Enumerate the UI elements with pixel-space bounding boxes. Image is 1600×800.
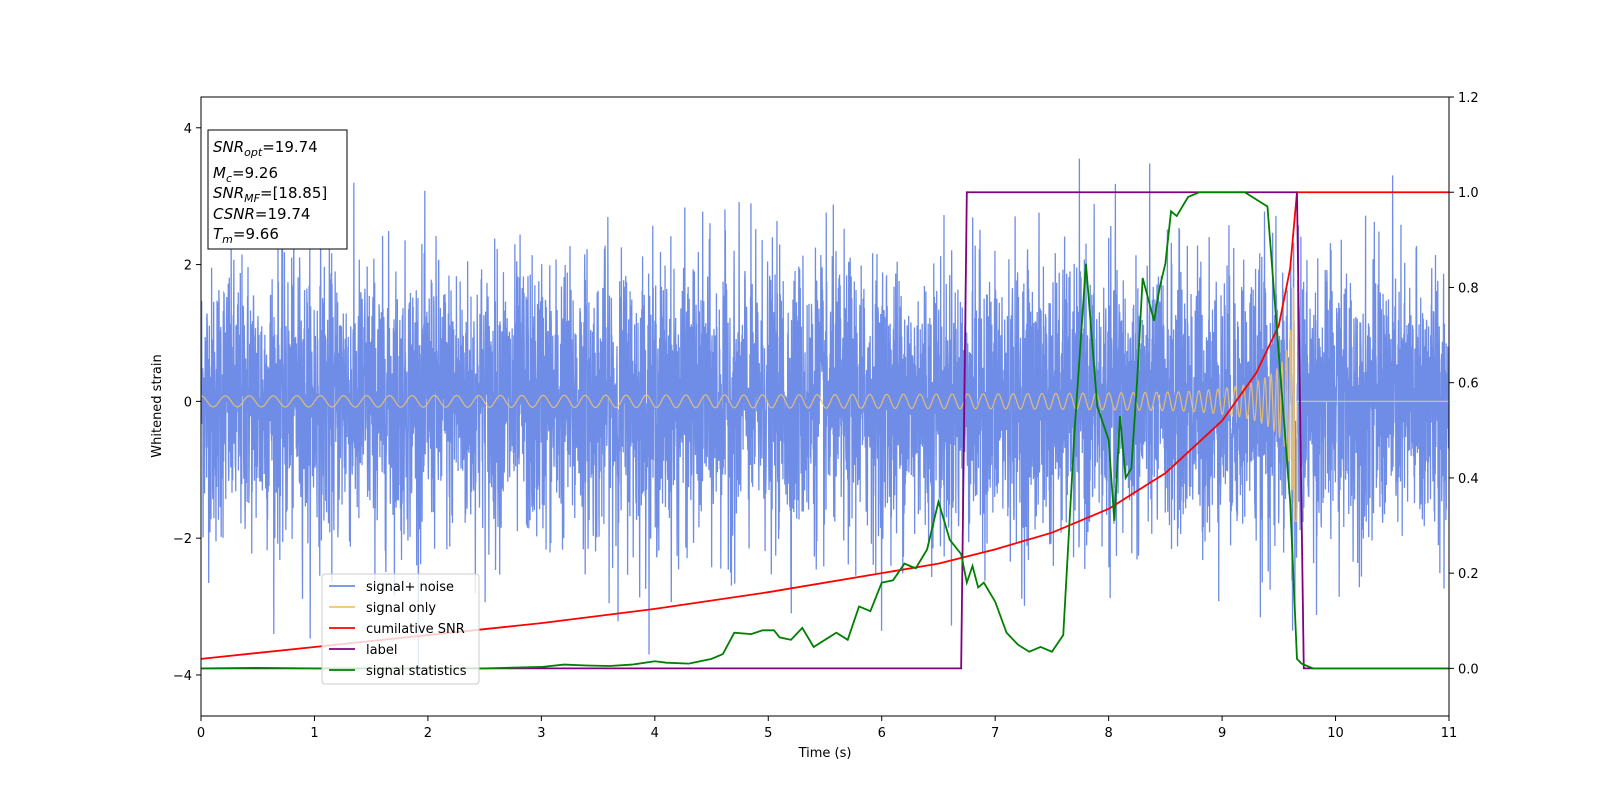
plot-frame [200,96,1450,717]
series-line-signal-only [201,287,1449,522]
x-tick-label: 2 [424,726,432,741]
y-tick-label: −2 [173,532,192,547]
x-tick-label: 3 [537,726,545,741]
annotation-tm: Tm=9.66 [213,225,279,246]
annotation-csnr: CSNR=19.74 [213,205,310,223]
y2-tick-label: 0.8 [1458,281,1479,296]
annotation-snr-opt: SNRopt=19.74 [213,138,318,159]
legend: signal+ noise signal only cumilative SNR… [321,573,480,685]
y-tick-label: 0 [184,395,192,410]
x-tick-label: 0 [197,726,205,741]
legend-label-cumulative-snr: cumilative SNR [366,622,465,637]
x-tick-label: 1 [310,726,318,741]
x-tick-label: 11 [1441,726,1458,741]
legend-label-signal-only: signal only [366,601,436,616]
x-tick-label: 9 [1218,726,1226,741]
y-tick-label: −4 [173,669,192,684]
x-tick-label: 5 [764,726,772,741]
y2-tick-label: 1.2 [1458,91,1479,106]
y-axis-label: Whitened strain [150,354,165,457]
x-tick-label: 6 [878,726,886,741]
annotation-mc: Mc=9.26 [213,164,278,185]
y-tick-label: 4 [184,122,192,137]
x-tick-label: 4 [651,726,659,741]
x-tick-label: 8 [1104,726,1112,741]
x-axis: 0 1 2 3 4 5 6 7 8 9 10 11 [197,716,1457,741]
y2-tick-label: 0.6 [1458,377,1479,392]
annotation-snr-mf: SNRMF=[18.85] [213,184,327,205]
series-layer [201,158,1449,678]
y-axis-left: −4 −2 0 2 4 [173,122,201,684]
x-axis-label: Time (s) [798,746,852,761]
y-tick-label: 2 [184,259,192,274]
legend-label-signal-noise: signal+ noise [366,580,454,595]
series-line-signal-noise [201,158,1449,678]
x-tick-label: 10 [1327,726,1344,741]
y2-tick-label: 0.2 [1458,567,1479,582]
legend-label-signal-statistics: signal statistics [366,664,467,679]
series-line-signal-statistics [201,191,1449,670]
y2-tick-label: 0.0 [1458,662,1479,677]
legend-label-label: label [366,643,397,658]
x-tick-label: 7 [991,726,999,741]
series-line-cumulative-snr [201,191,1449,660]
annotation-box: SNRopt=19.74 Mc=9.26 SNRMF=[18.85] CSNR=… [207,129,348,250]
y2-tick-label: 0.4 [1458,472,1479,487]
y-axis-right: 0.0 0.2 0.4 0.6 0.8 1.0 1.2 [1449,91,1479,677]
y2-tick-label: 1.0 [1458,186,1479,201]
